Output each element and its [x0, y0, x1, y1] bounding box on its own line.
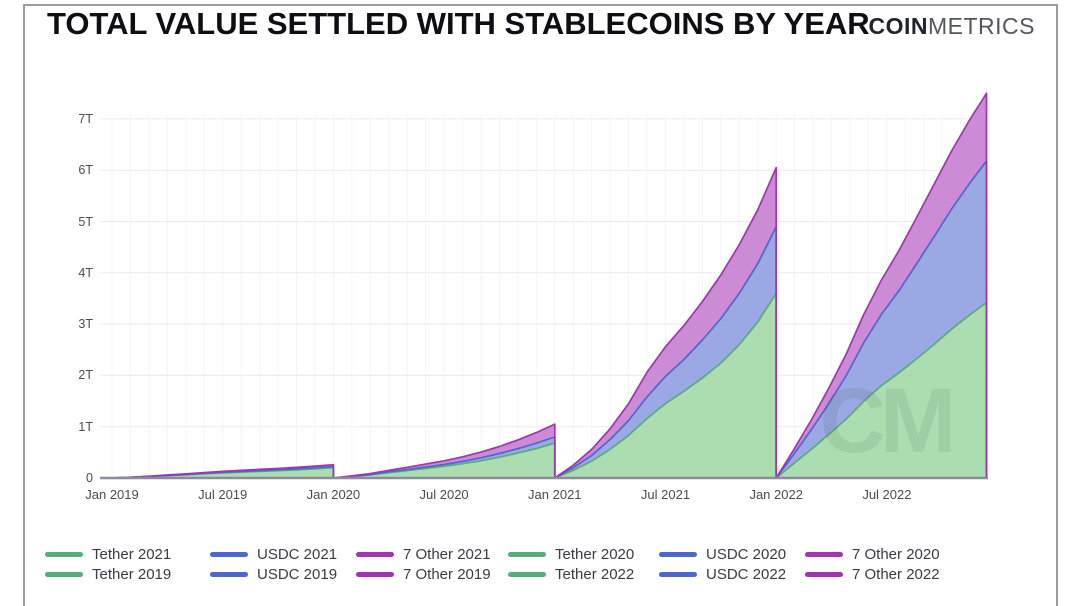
usdc-line-2022: [775, 160, 988, 479]
legend-label: 7 Other 2022: [852, 565, 940, 583]
legend-swatch-usdc-icon: [659, 571, 697, 577]
legend-label: Tether 2020: [555, 545, 635, 563]
legend-swatch-usdc-icon: [659, 551, 697, 557]
legend-swatch-tether-icon: [508, 551, 546, 557]
legend-swatch-usdc-icon: [210, 571, 248, 577]
logo-coin: COIN: [868, 13, 928, 39]
legend-label: USDC 2021: [257, 545, 338, 563]
logo-metrics: METRICS: [928, 13, 1035, 39]
x-tick-label: Jul 2019: [198, 487, 248, 502]
legend-label: 7 Other 2021: [403, 545, 491, 563]
legend-item[interactable]: Tether 2022: [508, 564, 634, 584]
tether-line-2022: [775, 301, 988, 479]
tether-area-2020: [333, 443, 555, 478]
y-tick-label: 7T: [78, 111, 93, 126]
usdc-line-2020: [333, 436, 556, 479]
y-tick-label: 3T: [78, 317, 93, 332]
legend-label: 7 Other 2020: [852, 545, 940, 563]
other-area-2022: [776, 93, 987, 479]
other-line-2019: [111, 463, 335, 479]
legend-item[interactable]: 7 Other 2022: [805, 564, 940, 584]
legend-label: Tether 2022: [555, 565, 635, 583]
y-tick-label: 4T: [78, 265, 93, 280]
x-tick-label: Jul 2020: [419, 487, 469, 502]
legend-label: USDC 2022: [706, 565, 787, 583]
legend-item[interactable]: Tether 2019: [45, 564, 171, 584]
usdc-area-2022: [776, 161, 987, 478]
tether-area-2021: [554, 293, 777, 478]
legend-item[interactable]: Tether 2020: [508, 544, 634, 564]
page-title: TOTAL VALUE SETTLED WITH STABLECOINS BY …: [47, 6, 870, 41]
legend-item[interactable]: USDC 2019: [210, 564, 337, 584]
x-tick-label: Jul 2021: [640, 487, 691, 502]
y-tick-label: 5T: [78, 214, 93, 229]
legend-swatch-tether-icon: [508, 571, 546, 577]
cm-watermark: CM: [819, 370, 950, 472]
legend-item[interactable]: 7 Other 2020: [805, 544, 940, 564]
x-tick-label: Jan 2021: [528, 487, 582, 502]
tether-area-2022: [776, 302, 987, 478]
legend-label: Tether 2019: [92, 565, 172, 583]
legend-swatch-other-icon: [805, 551, 843, 557]
x-tick-label: Jan 2020: [306, 487, 361, 502]
legend-item[interactable]: USDC 2022: [659, 564, 786, 584]
legend-label: 7 Other 2019: [403, 565, 491, 583]
legend-swatch-usdc-icon: [210, 551, 248, 557]
other-line-2020: [333, 423, 556, 479]
legend-swatch-other-icon: [356, 571, 394, 577]
x-tick-label: Jan 2019: [85, 487, 139, 502]
legend-item[interactable]: Tether 2021: [45, 544, 171, 564]
legend-item[interactable]: 7 Other 2019: [356, 564, 491, 584]
x-tick-label: Jul 2022: [862, 487, 912, 502]
y-tick-label: 6T: [78, 163, 93, 178]
x-tick-label: Jan 2022: [749, 487, 803, 502]
usdc-line-2021: [554, 225, 778, 479]
other-line-2021: [554, 166, 778, 479]
legend-swatch-other-icon: [356, 551, 394, 557]
legend-item[interactable]: 7 Other 2021: [356, 544, 491, 564]
legend-label: USDC 2020: [706, 545, 787, 563]
y-tick-label: 1T: [78, 419, 93, 434]
y-tick-label: 0: [86, 471, 93, 485]
legend-swatch-other-icon: [805, 571, 843, 577]
legend-item[interactable]: USDC 2020: [659, 544, 786, 564]
y-tick-label: 2T: [78, 368, 93, 383]
legend-swatch-tether-icon: [45, 551, 83, 557]
legend-swatch-tether-icon: [45, 571, 83, 577]
tether-line-2021: [554, 292, 778, 479]
tether-area-2019: [112, 467, 334, 478]
coinmetrics-logo: COINMETRICS: [869, 13, 1036, 40]
legend-label: USDC 2019: [257, 565, 338, 583]
legend-item[interactable]: USDC 2021: [210, 544, 337, 564]
other-line-2022: [775, 92, 988, 479]
legend-label: Tether 2021: [92, 545, 172, 563]
